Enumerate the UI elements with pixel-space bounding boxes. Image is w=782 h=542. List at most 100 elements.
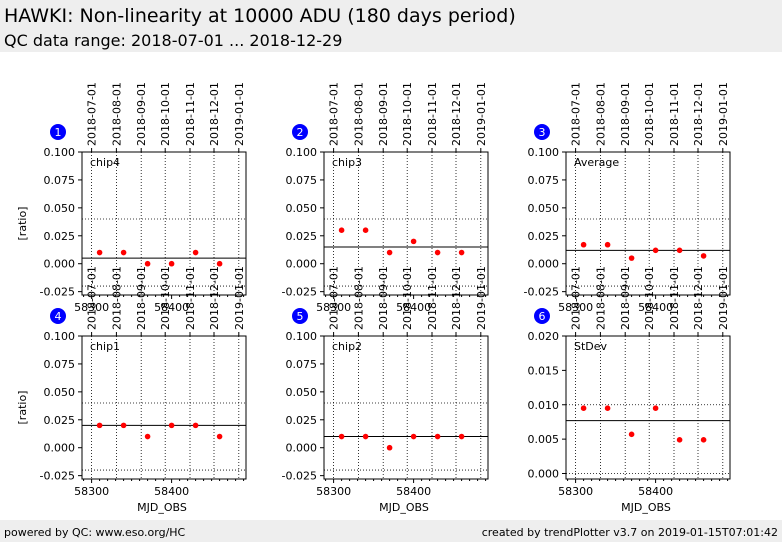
date-tick-label: 2018-09-01	[135, 266, 148, 330]
date-tick-label: 2019-01-01	[475, 266, 488, 330]
date-tick-label: 2018-11-01	[668, 82, 681, 146]
date-tick-label: 2018-09-01	[619, 82, 632, 146]
data-point	[120, 422, 127, 429]
y-tick-label: 0.000	[286, 258, 318, 271]
y-tick-label: 0.075	[44, 358, 76, 371]
date-tick-label: 2018-10-01	[401, 266, 414, 330]
date-tick-label: 2019-01-01	[233, 82, 246, 146]
panel-number-badge	[292, 308, 308, 324]
panel-number-text: 5	[297, 310, 304, 323]
y-axis-label: [ratio]	[16, 391, 29, 425]
data-point	[604, 241, 611, 248]
date-tick-label: 2018-10-01	[643, 266, 656, 330]
date-tick-label: 2018-12-01	[208, 82, 221, 146]
y-tick-label: 0.000	[528, 468, 560, 481]
data-point	[458, 433, 465, 440]
y-tick-label: 0.075	[44, 174, 76, 187]
date-tick-label: 2018-11-01	[426, 82, 439, 146]
data-point	[580, 405, 587, 411]
panel-label: Average	[574, 156, 619, 169]
date-tick-label: 2018-07-01	[328, 266, 341, 330]
page-title: HAWKI: Non-linearity at 10000 ADU (180 d…	[4, 5, 516, 27]
x-tick-label: 58400	[396, 301, 431, 314]
data-point	[434, 433, 441, 440]
data-point	[604, 405, 611, 411]
y-tick-label: 0.050	[44, 386, 76, 399]
date-tick-label: 2018-08-01	[352, 266, 365, 330]
date-tick-label: 2018-08-01	[110, 82, 123, 146]
data-point	[120, 249, 127, 256]
date-tick-label: 2018-10-01	[159, 266, 172, 330]
date-tick-label: 2018-12-01	[450, 82, 463, 146]
panel-label: chip3	[332, 156, 362, 169]
y-tick-label: 0.000	[286, 442, 318, 455]
data-point	[362, 227, 369, 234]
y-tick-label: 0.025	[286, 230, 318, 243]
date-tick-label: 2018-10-01	[643, 82, 656, 146]
y-tick-label: 0.050	[286, 386, 318, 399]
panel-number-badge	[50, 124, 66, 140]
panel-number-badge	[292, 124, 308, 140]
x-tick-label: 58400	[154, 485, 189, 498]
date-tick-label: 2019-01-01	[233, 266, 246, 330]
y-tick-label: 0.100	[44, 146, 76, 159]
y-tick-label: -0.025	[524, 286, 559, 299]
date-tick-label: 2018-07-01	[86, 82, 99, 146]
date-tick-label: 2019-01-01	[717, 266, 730, 330]
chart-panel-5: 0.100 0.075 0.050 0.025 0.000 -0.025 58300 5840…	[282, 266, 489, 514]
date-tick-label: 2018-09-01	[377, 266, 390, 330]
data-point	[458, 249, 465, 256]
data-point	[144, 260, 151, 267]
chart-panel-2: 0.100 0.075 0.050 0.025 0.000 -0.025 58300 5840…	[282, 82, 489, 314]
x-tick-label: 58300	[74, 301, 109, 314]
data-point	[434, 249, 441, 256]
data-point	[628, 255, 635, 261]
y-tick-label: 0.075	[528, 174, 560, 187]
y-tick-label: 0.100	[286, 146, 318, 159]
y-tick-label: 0.000	[44, 258, 76, 271]
x-tick-label: 58300	[558, 301, 593, 314]
data-point	[192, 422, 199, 429]
data-point	[700, 437, 707, 443]
x-tick-label: 58300	[558, 485, 593, 498]
date-tick-label: 2018-09-01	[135, 82, 148, 146]
x-tick-label: 58400	[638, 485, 673, 498]
data-point	[628, 431, 635, 438]
data-point	[192, 249, 199, 256]
date-tick-label: 2018-11-01	[668, 266, 681, 330]
data-point	[216, 433, 223, 440]
x-tick-label: 58300	[74, 485, 109, 498]
panel-label: StDev	[574, 340, 608, 353]
data-point	[652, 405, 659, 411]
panel-label: chip4	[90, 156, 120, 169]
data-point	[96, 249, 103, 256]
data-point	[168, 422, 175, 429]
x-tick-label: 58300	[316, 485, 351, 498]
date-tick-label: 2019-01-01	[717, 82, 730, 146]
date-tick-label: 2018-07-01	[570, 82, 583, 146]
data-point	[362, 433, 369, 440]
data-point	[652, 247, 659, 254]
date-tick-label: 2018-12-01	[208, 266, 221, 330]
panel-number-text: 4	[55, 310, 62, 323]
y-axis-label: [ratio]	[16, 207, 29, 241]
date-tick-label: 2018-11-01	[184, 82, 197, 146]
data-point	[338, 433, 345, 440]
data-point	[216, 260, 223, 267]
y-tick-label: 0.025	[44, 414, 76, 427]
date-tick-label: 2018-10-01	[401, 82, 414, 146]
date-tick-label: 2018-12-01	[692, 82, 705, 146]
date-tick-label: 2018-11-01	[184, 266, 197, 330]
data-point	[144, 433, 151, 440]
data-point	[676, 437, 683, 443]
date-tick-label: 2018-07-01	[86, 266, 99, 330]
y-tick-label: 0.050	[44, 202, 76, 215]
chart-panel-1: 0.100 0.075 0.050 0.025 0.000 -0.025 58300 5840…	[16, 82, 247, 314]
y-tick-label: 0.100	[528, 146, 560, 159]
y-tick-label: 0.000	[528, 258, 560, 271]
x-tick-label: 58400	[154, 301, 189, 314]
y-tick-label: 0.020	[528, 330, 560, 343]
data-point	[168, 260, 175, 267]
y-tick-label: 0.050	[286, 202, 318, 215]
